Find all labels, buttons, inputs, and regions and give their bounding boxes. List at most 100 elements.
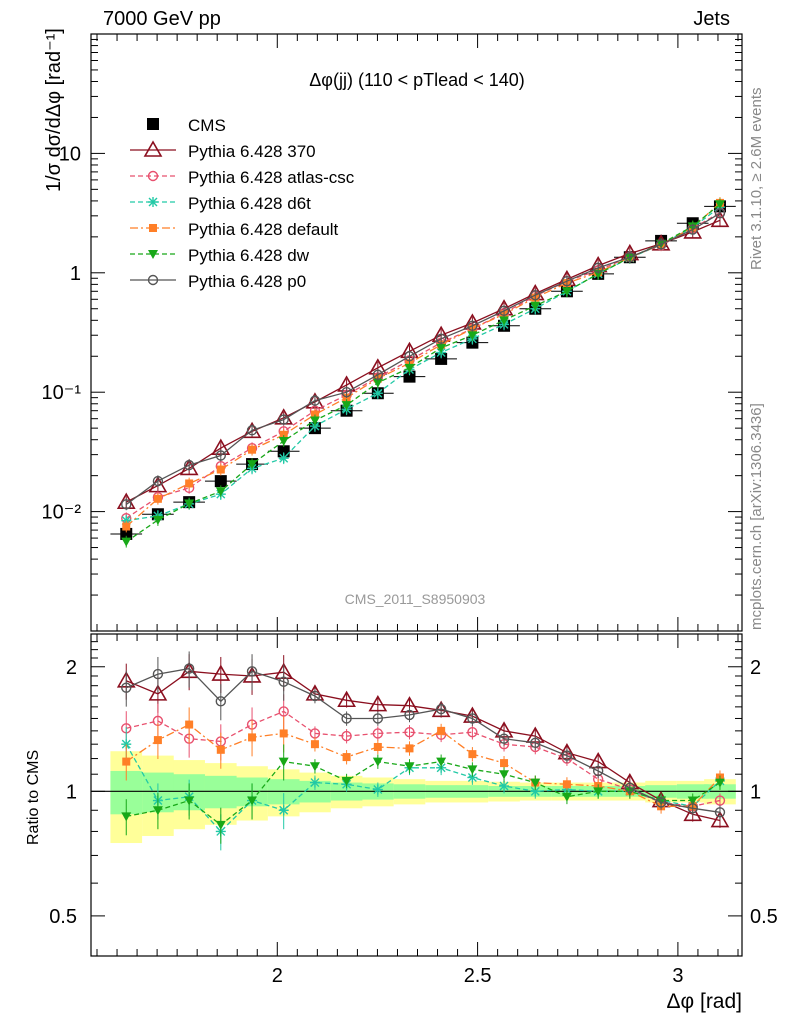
main-series-line-p0 (125, 212, 721, 505)
ratio-point-dw (530, 778, 541, 788)
ratio-point-p370 (337, 690, 356, 708)
ratio-point-p0 (435, 703, 447, 715)
main-point-p0 (435, 333, 447, 345)
main-point-dw (215, 487, 226, 497)
ratio-y-tick-label-right: 1 (750, 781, 761, 803)
ratio-x-tick-label: 2 (272, 965, 283, 987)
ratio-point-dw (341, 776, 352, 786)
ratio-point-dw (247, 796, 258, 806)
ratio-point-dw (687, 796, 698, 806)
ratio-point-atlas (714, 795, 726, 806)
main-point-default (279, 430, 288, 439)
ratio-point-p370 (710, 810, 730, 828)
main-point-dw (404, 363, 415, 373)
ratio-point-default (437, 726, 446, 735)
main-point-p0 (183, 459, 195, 471)
ratio-point-p0 (121, 682, 132, 693)
legend-marker-p0 (147, 274, 159, 286)
ratio-point-dw (499, 770, 510, 780)
legend-label-p0: Pythia 6.428 p0 (188, 272, 306, 291)
main-point-p0 (372, 369, 384, 380)
ratio-point-dw (404, 762, 415, 772)
legend-marker-dw (148, 250, 158, 259)
main-point-dw (341, 401, 352, 411)
main-point-p0 (467, 320, 478, 331)
ratio-point-d6t (372, 784, 383, 795)
main-point-p0 (152, 475, 164, 487)
ratio-point-default (248, 733, 257, 742)
main-point-default (153, 494, 162, 503)
ratio-point-d6t (499, 781, 510, 792)
main-point-dw (309, 416, 320, 426)
main-point-default (185, 479, 194, 488)
ratio-point-dw (152, 806, 163, 816)
main-y-tick-label: 10⁻² (42, 502, 82, 524)
ratio-point-p0 (278, 676, 289, 687)
ratio-y-tick-label: 0.5 (49, 906, 77, 928)
ratio-point-atlas (278, 706, 289, 717)
main-point-cms (214, 475, 227, 488)
legend-label-default: Pythia 6.428 default (188, 220, 339, 239)
main-point-dw (278, 437, 289, 447)
ratio-point-dw (593, 787, 604, 797)
ratio-point-atlas (404, 726, 415, 738)
main-point-p0 (341, 387, 352, 398)
header-beam-label: 7000 GeV pp (103, 8, 221, 30)
main-point-p0 (530, 289, 541, 301)
x-axis-label: Δφ [rad] (667, 990, 743, 1013)
main-point-dw (121, 537, 132, 547)
ratio-point-p370 (211, 664, 231, 681)
ratio-point-default (185, 720, 194, 729)
ratio-point-p0 (687, 803, 698, 814)
ratio-band-inner (204, 775, 237, 809)
main-point-dw (152, 516, 163, 526)
ratio-y-tick-label: 1 (66, 781, 77, 803)
legend-marker-p370 (143, 140, 163, 157)
main-point-cms (120, 527, 133, 540)
main-point-d6t (372, 388, 383, 399)
ratio-point-default (216, 745, 225, 754)
ratio-series-line-atlas (126, 710, 721, 807)
legend-marker-d6t (148, 197, 158, 207)
ratio-point-d6t (309, 777, 320, 788)
legend-label-d6t: Pythia 6.428 d6t (188, 194, 311, 213)
ratio-point-default (373, 742, 382, 751)
ratio-point-dw (561, 792, 572, 802)
legend-label-cms: CMS (188, 116, 226, 135)
ratio-x-tick-label: 2.5 (464, 965, 492, 987)
ratio-y-tick-label-right: 2 (750, 657, 761, 679)
ratio-panel-frame (90, 633, 743, 957)
main-point-p370 (710, 210, 730, 228)
ratio-point-dw (309, 762, 320, 772)
main-point-cms (403, 370, 416, 383)
main-point-dw (372, 378, 383, 388)
main-point-p0 (714, 208, 726, 219)
main-point-dw (247, 460, 258, 470)
ratio-point-d6t (278, 805, 289, 816)
ratio-point-p0 (183, 663, 195, 674)
main-point-dw (561, 287, 572, 297)
main-point-p0 (561, 276, 573, 287)
main-point-default (248, 445, 257, 454)
main-point-d6t (278, 453, 289, 464)
ratio-point-p0 (561, 750, 573, 761)
legend-label-dw: Pythia 6.428 dw (188, 246, 310, 265)
ratio-point-dw (372, 757, 383, 767)
main-series-line-dw (125, 203, 721, 543)
main-point-p0 (121, 499, 132, 510)
main-point-p0 (624, 252, 636, 263)
ratio-series-line-default (125, 723, 721, 807)
legend-label-p370: Pythia 6.428 370 (188, 142, 316, 161)
ratio-point-p370 (683, 804, 703, 822)
ratio-point-default (310, 740, 319, 749)
ratio-point-default (405, 744, 414, 753)
ratio-point-p0 (152, 668, 164, 680)
main-y-tick-label: 10 (59, 143, 81, 165)
main-point-dw (436, 343, 447, 353)
main-point-default (216, 465, 225, 474)
ratio-point-default (342, 753, 351, 762)
main-point-p0 (215, 450, 226, 461)
ratio-point-default (122, 757, 131, 766)
ratio-point-p0 (404, 709, 415, 721)
ratio-point-p0 (624, 782, 636, 793)
